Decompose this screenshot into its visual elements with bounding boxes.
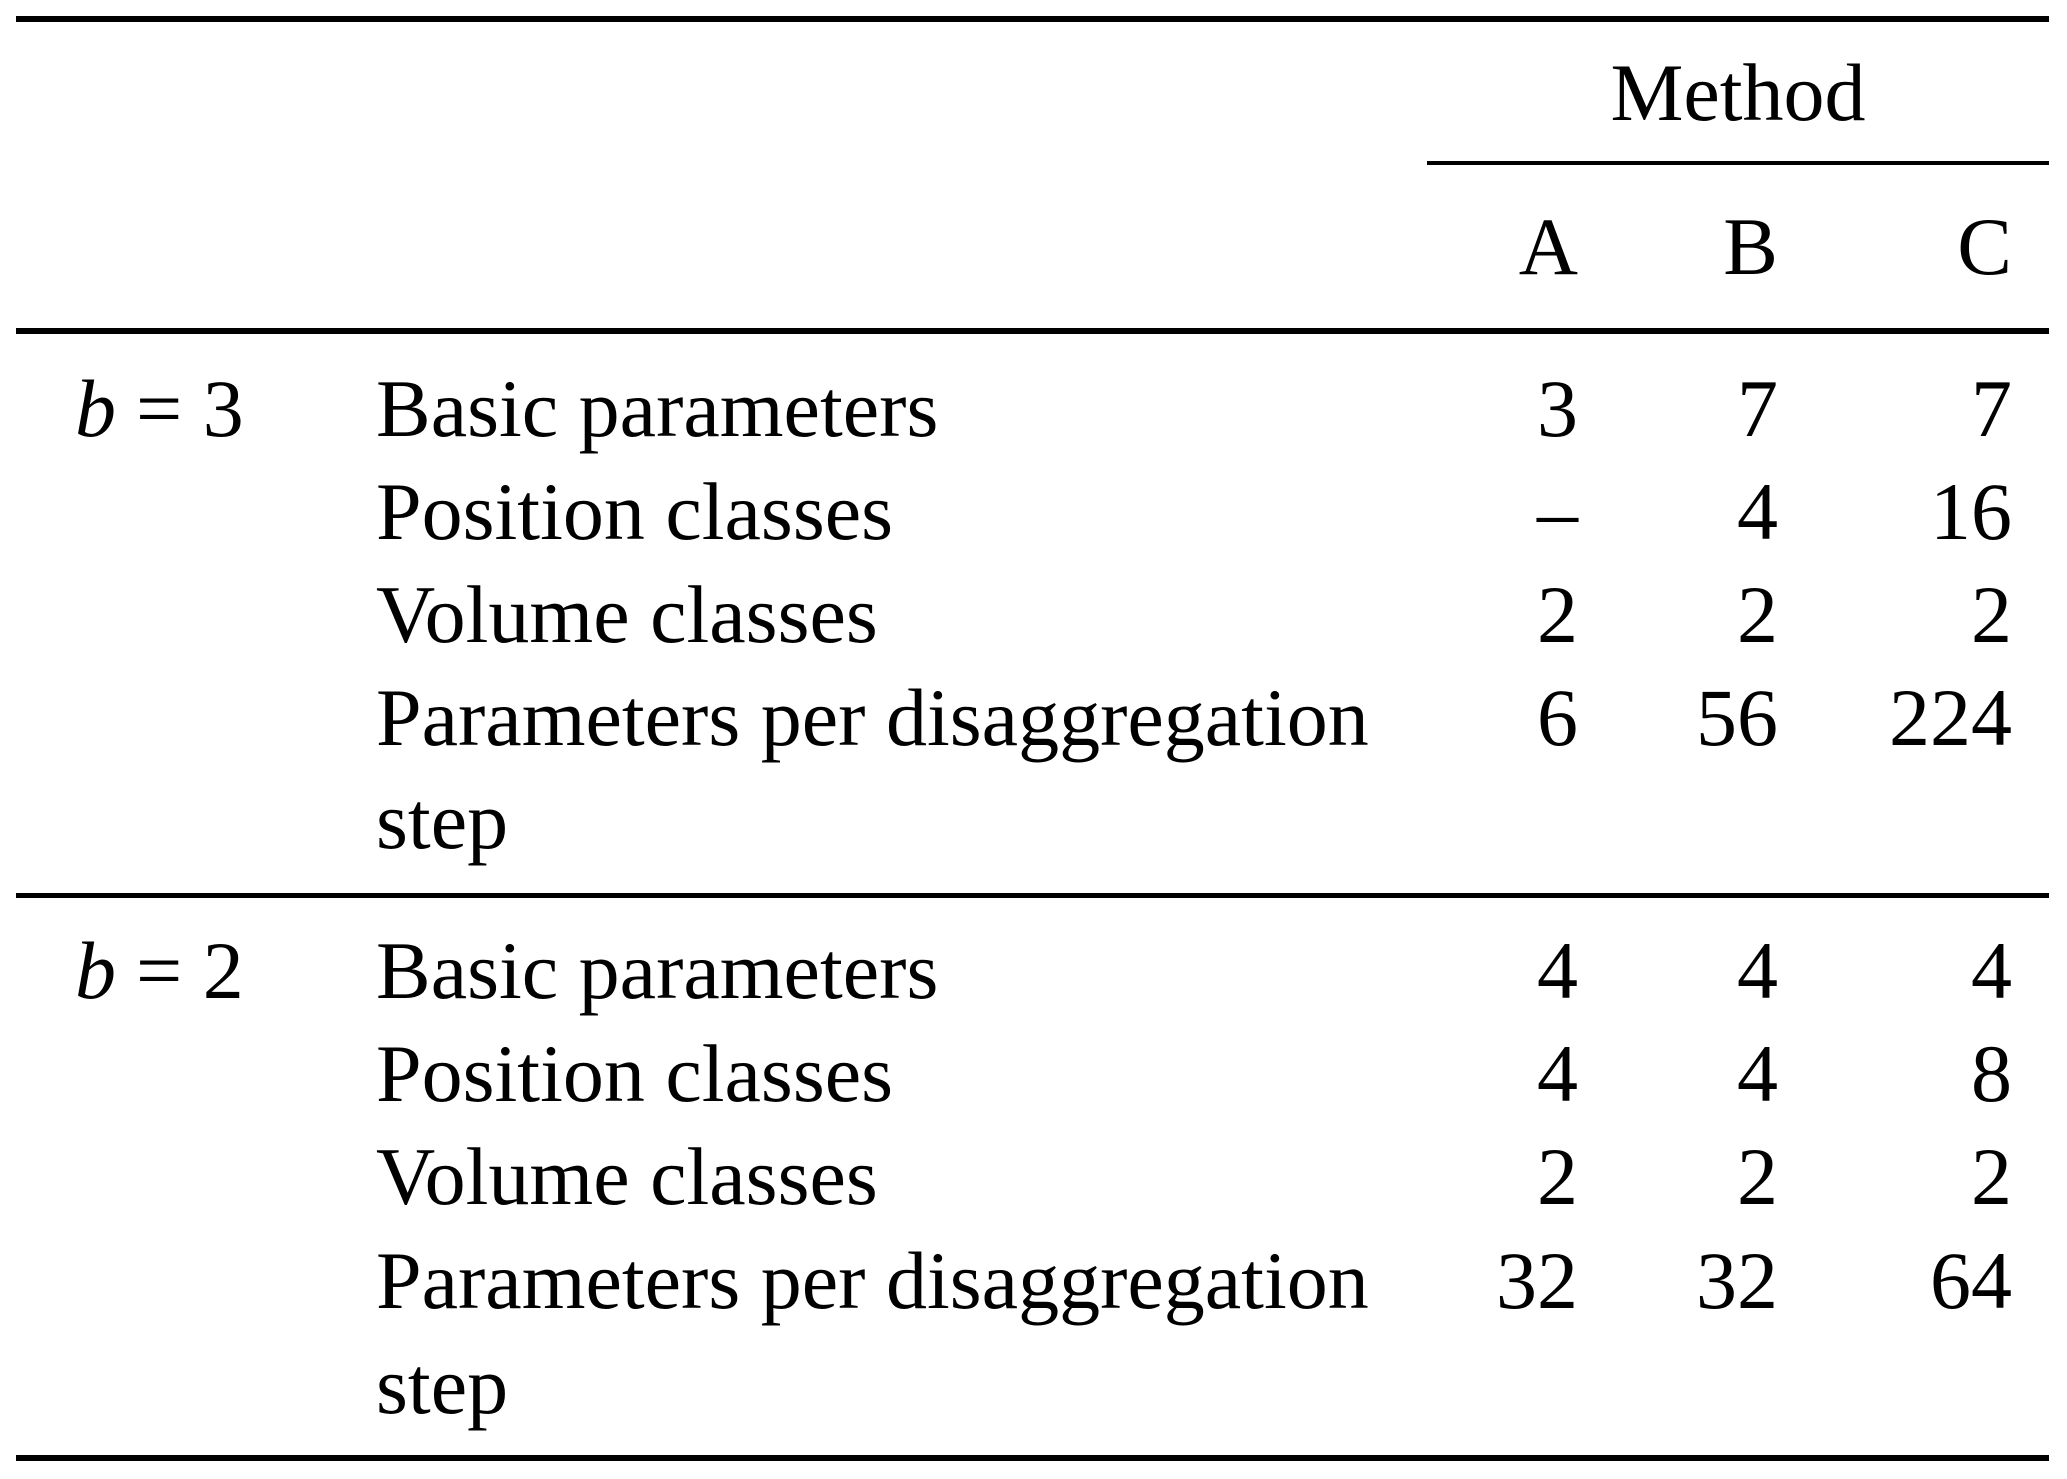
row-label: Volume classes	[376, 569, 878, 660]
cell-value: 4	[1737, 925, 1778, 1016]
row-label: Parameters per disaggregation	[376, 672, 1369, 763]
cell-value: 32	[1696, 1235, 1778, 1326]
cell-value: 4	[1971, 925, 2012, 1016]
cell-value: 2	[1737, 1131, 1778, 1222]
group-value: = 3	[136, 363, 244, 454]
method-header: Method	[1610, 47, 1866, 138]
cell-value: 7	[1737, 363, 1778, 454]
cell-value: 7	[1971, 363, 2012, 454]
cell-value: 6	[1537, 672, 1578, 763]
group-variable: b	[75, 925, 116, 1016]
rule-bottom	[16, 1455, 2049, 1461]
group-label-b2: b = 2	[75, 930, 244, 1012]
cell-value: 8	[1971, 1028, 2012, 1119]
cell-value: 64	[1930, 1235, 2012, 1326]
cell-value: 32	[1496, 1235, 1578, 1326]
group-variable: b	[75, 363, 116, 454]
rule-section-divider	[16, 893, 2049, 898]
row-label: Position classes	[376, 1028, 894, 1119]
row-label: Basic parameters	[376, 925, 939, 1016]
cell-value: 16	[1930, 466, 2012, 557]
group-label-b3: b = 3	[75, 368, 244, 450]
row-label-line2: step	[376, 1340, 509, 1431]
column-header-c: C	[1957, 201, 2012, 292]
column-header-b: B	[1723, 201, 1778, 292]
row-label: Parameters per disaggregation	[376, 1235, 1369, 1326]
rule-header-bottom	[16, 328, 2049, 334]
cell-value: 2	[1737, 569, 1778, 660]
group-value: = 2	[136, 925, 244, 1016]
rule-top	[16, 16, 2049, 22]
cell-value: 3	[1537, 363, 1578, 454]
cell-value: 2	[1971, 1131, 2012, 1222]
row-label: Position classes	[376, 466, 894, 557]
cell-value: –	[1537, 466, 1578, 557]
cell-value: 224	[1889, 672, 2012, 763]
cell-value: 2	[1537, 569, 1578, 660]
cell-value: 2	[1537, 1131, 1578, 1222]
row-label-line2: step	[376, 775, 509, 866]
column-header-a: A	[1518, 201, 1578, 292]
cell-value: 4	[1737, 1028, 1778, 1119]
cell-value: 4	[1537, 925, 1578, 1016]
rule-method-underline	[1427, 161, 2049, 165]
row-label: Volume classes	[376, 1131, 878, 1222]
cell-value: 56	[1696, 672, 1778, 763]
cell-value: 2	[1971, 569, 2012, 660]
row-label: Basic parameters	[376, 363, 939, 454]
cell-value: 4	[1737, 466, 1778, 557]
cell-value: 4	[1537, 1028, 1578, 1119]
